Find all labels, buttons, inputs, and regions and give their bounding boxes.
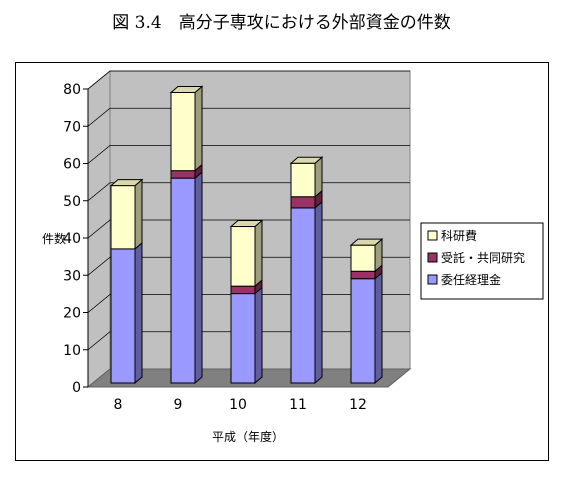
legend-label: 科研費 — [441, 228, 477, 243]
bar-segment-side — [134, 178, 143, 250]
legend-swatch — [427, 252, 438, 263]
y-tick-label: 50 — [63, 194, 81, 210]
x-tick-label: 8 — [114, 397, 123, 413]
y-axis-title: 件数 — [42, 231, 66, 246]
x-tick-label: 12 — [349, 397, 367, 413]
bar-top — [229, 220, 264, 228]
bar-segment-front — [230, 226, 256, 287]
bar-segment-front — [350, 244, 376, 272]
bar-segment-front — [350, 278, 376, 384]
bar-segment-side — [314, 156, 323, 198]
legend-swatch — [427, 274, 438, 285]
legend-label: 受託・共同研究 — [441, 250, 525, 265]
gridline — [87, 70, 410, 90]
bar-segment-front — [110, 248, 136, 384]
bar-top — [289, 156, 324, 164]
bar-segment-front — [230, 293, 256, 384]
y-tick-label: 60 — [63, 157, 81, 173]
bar-segment-side — [254, 219, 263, 288]
bar-segment-front — [170, 91, 196, 172]
bar-segment-front — [290, 207, 316, 384]
legend-box — [420, 222, 544, 300]
y-tick-label: 40 — [63, 231, 81, 247]
y-tick-label: 80 — [63, 82, 81, 98]
bar-top — [109, 179, 144, 187]
x-tick-label: 9 — [174, 397, 183, 413]
bar-segment-front — [170, 170, 196, 179]
bar-segment-front — [230, 285, 256, 295]
bar-top — [349, 238, 384, 246]
legend-swatch — [427, 230, 438, 241]
y-tick-label: 70 — [63, 119, 81, 135]
figure-title: 図 3.4 高分子専攻における外部資金の件数 — [112, 13, 451, 33]
bars — [109, 85, 384, 385]
x-tick-label: 11 — [289, 397, 307, 413]
legend-label: 委任経理金 — [441, 272, 501, 287]
bar-segment-side — [134, 241, 143, 385]
chart-frame: 0 10 20 30 40 50 60 70 80 8 9 10 11 12 件数平成（年度） 科研費受託・… — [15, 62, 549, 461]
bar-segment-front — [350, 270, 376, 280]
bar-segment-front — [290, 196, 316, 209]
bar-segment-front — [290, 162, 316, 198]
gridline — [87, 145, 410, 164]
bar-top — [169, 85, 204, 93]
y-tick-label: 10 — [63, 343, 81, 359]
bar-segment-side — [374, 271, 383, 385]
bar-segment-side — [194, 171, 203, 385]
bar-segment-side — [314, 200, 323, 385]
bar-segment-front — [170, 177, 196, 384]
y-tick-label: 0 — [72, 380, 81, 396]
gridline — [87, 107, 410, 127]
bar-segment-front — [110, 185, 136, 250]
x-axis-title: 平成（年度） — [212, 429, 284, 444]
bar-segment-side — [254, 286, 263, 385]
x-tick-label: 10 — [229, 397, 247, 413]
y-tick-label: 20 — [63, 306, 81, 322]
bar-segment-side — [194, 85, 203, 172]
y-tick-label: 30 — [63, 268, 81, 284]
